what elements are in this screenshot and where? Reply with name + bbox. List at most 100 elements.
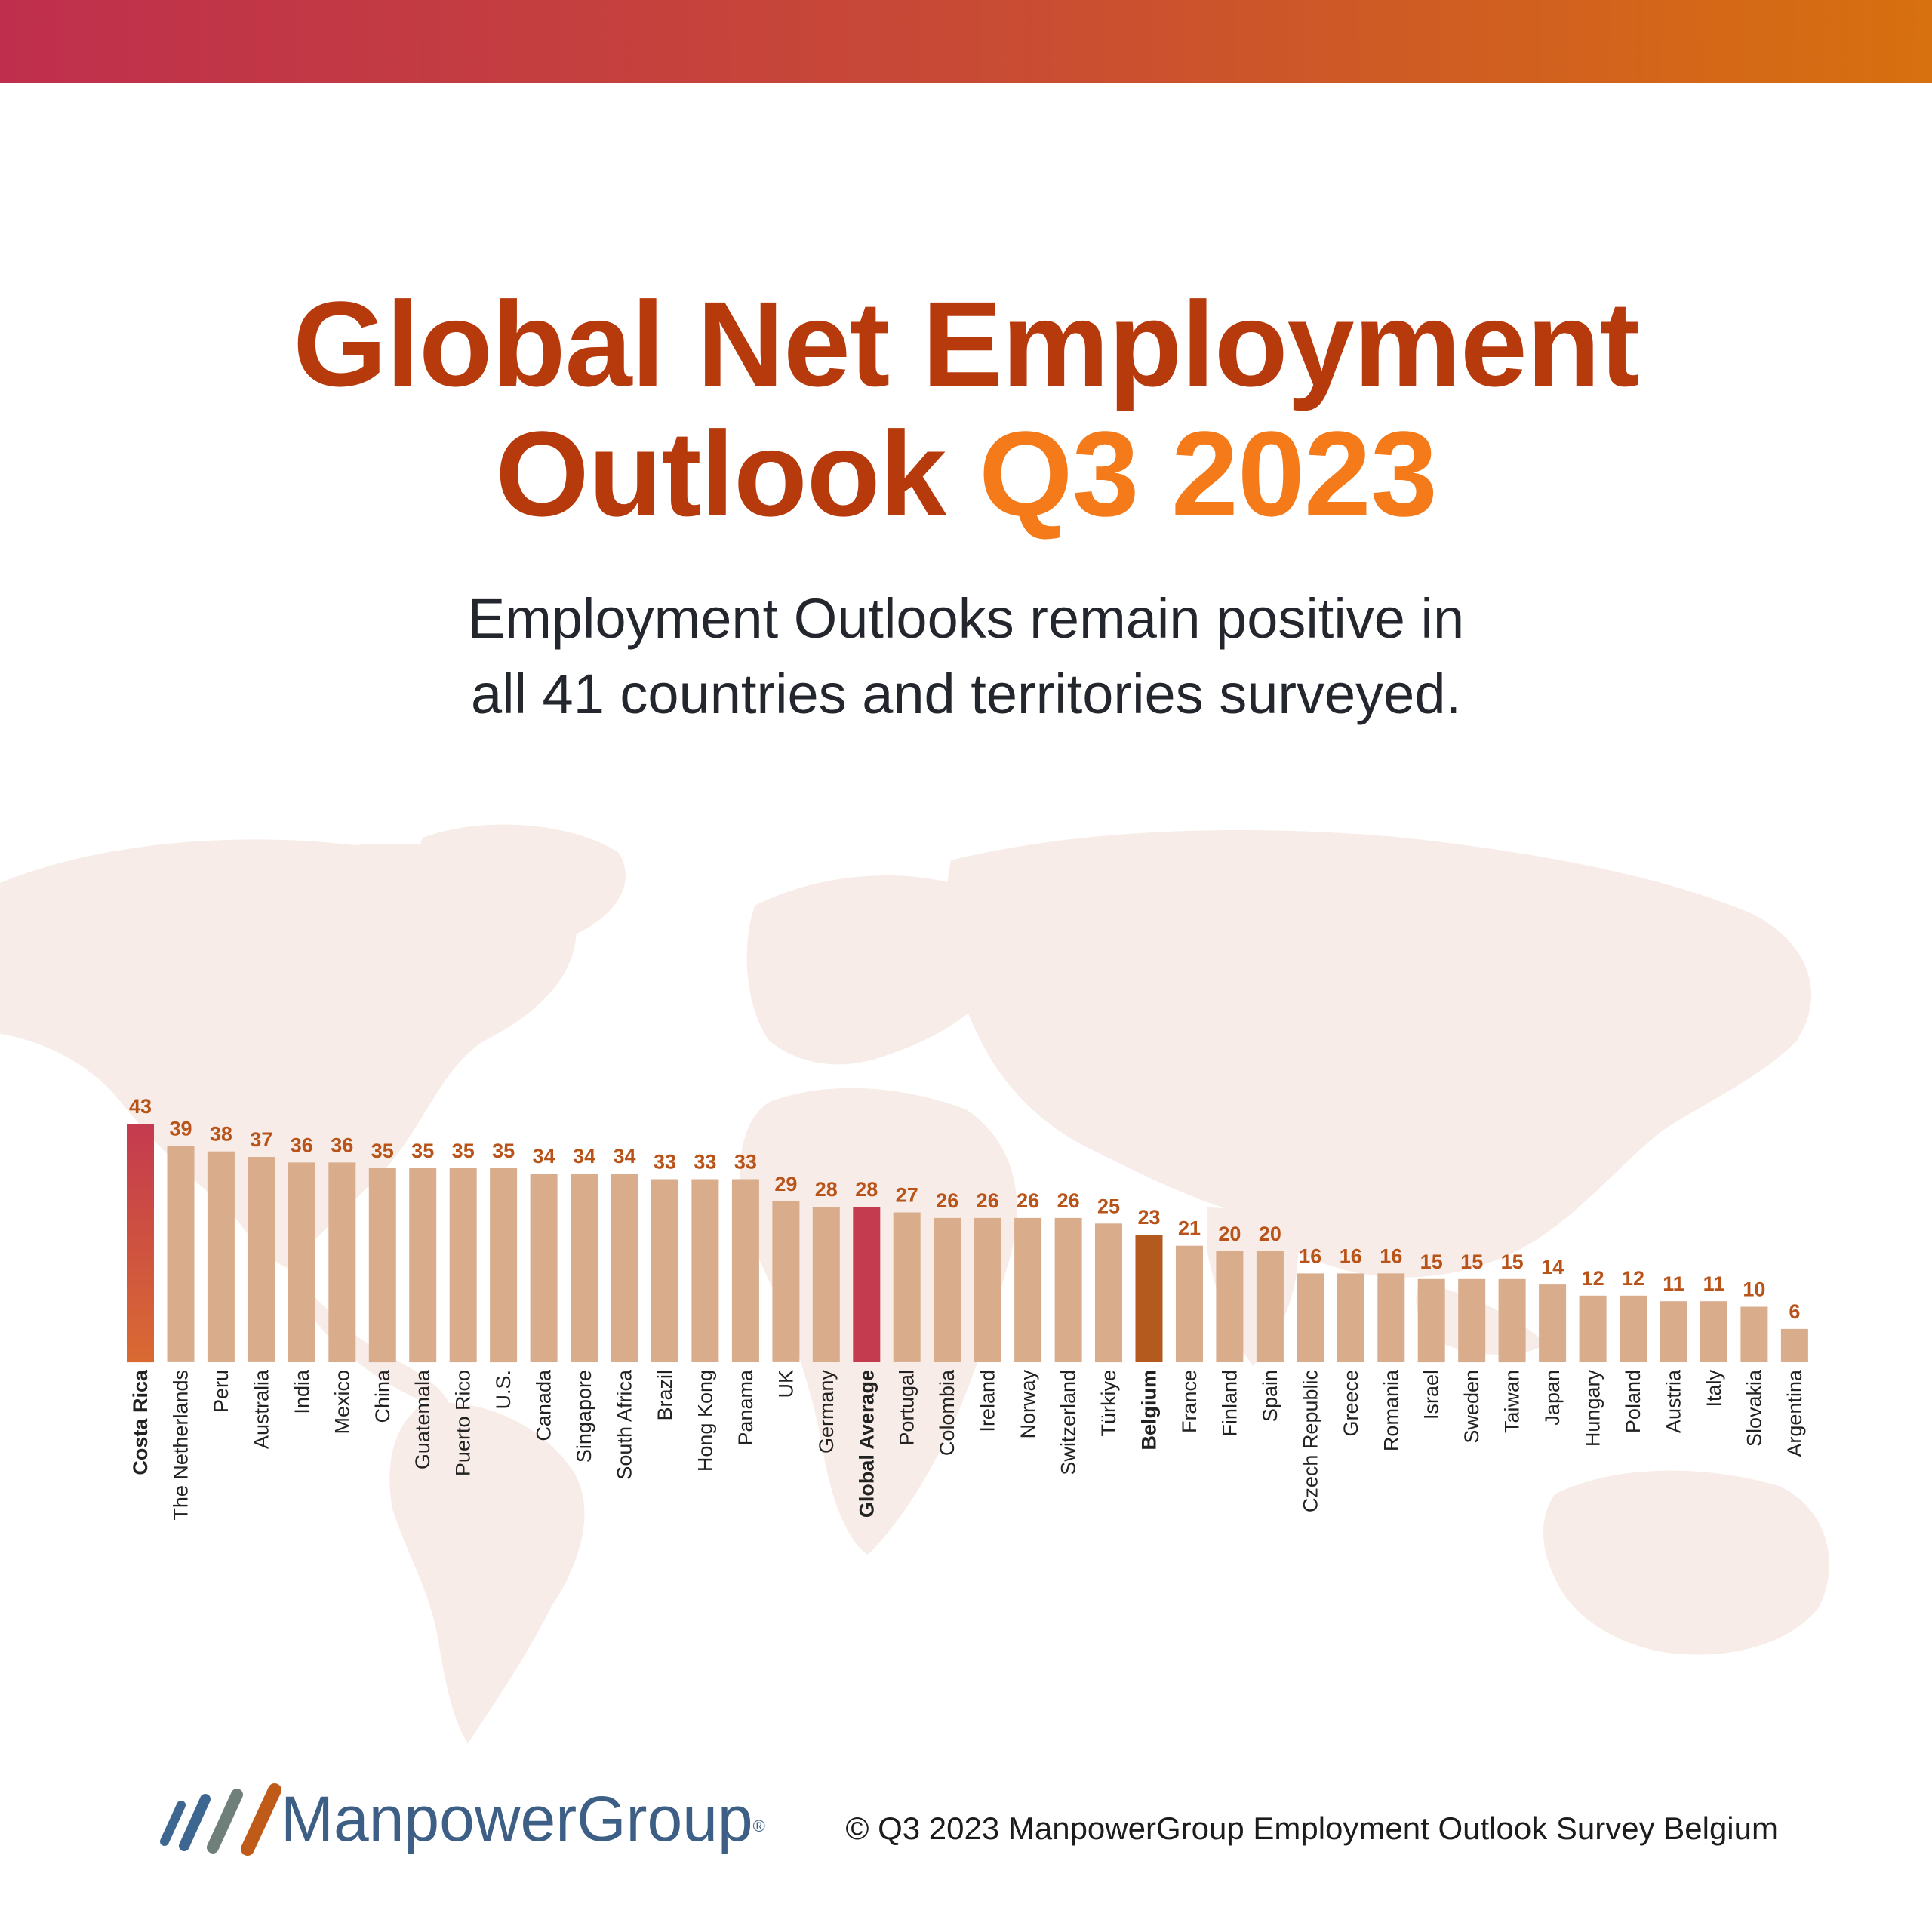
bar-greece xyxy=(1337,1273,1364,1362)
bar-mexico xyxy=(328,1162,356,1362)
category-label-greece: Greece xyxy=(1340,1370,1362,1437)
category-label-finland: Finland xyxy=(1218,1370,1241,1437)
value-label-india: 36 xyxy=(291,1134,313,1156)
bar-ireland xyxy=(974,1217,1001,1362)
category-label-switzerland: Switzerland xyxy=(1057,1370,1080,1475)
bar-india xyxy=(288,1162,315,1362)
value-label-austria: 11 xyxy=(1663,1272,1684,1295)
bar-china xyxy=(368,1168,396,1363)
value-label-portugal: 27 xyxy=(896,1184,918,1207)
subtitle-line-2: all 41 countries and territories surveye… xyxy=(470,663,1462,725)
bar-spain xyxy=(1256,1251,1284,1362)
bar-argentina xyxy=(1780,1328,1808,1362)
category-label-panama: Panama xyxy=(734,1369,757,1446)
category-label-the-netherlands: The Netherlands xyxy=(170,1370,192,1521)
brand-name: ManpowerGroup® xyxy=(281,1783,765,1855)
category-label-czech-republic: Czech Republic xyxy=(1299,1370,1321,1512)
value-label-italy: 11 xyxy=(1703,1272,1725,1295)
bar-israel xyxy=(1417,1278,1445,1363)
brand-text: ManpowerGroup xyxy=(281,1783,753,1854)
value-label-finland: 20 xyxy=(1218,1223,1241,1245)
title-outlook: Outlook xyxy=(495,406,946,541)
value-label-t-rkiye: 25 xyxy=(1097,1195,1120,1217)
value-label-argentina: 6 xyxy=(1789,1300,1800,1323)
map-greenland xyxy=(420,824,626,945)
bar-belgium xyxy=(1135,1235,1163,1362)
value-label-germany: 28 xyxy=(815,1178,838,1201)
category-label-portugal: Portugal xyxy=(896,1370,918,1446)
category-label-puerto-rico: Puerto Rico xyxy=(452,1370,475,1476)
bar-sweden xyxy=(1458,1278,1486,1363)
value-label-taiwan: 15 xyxy=(1501,1251,1524,1273)
bar-germany xyxy=(812,1207,840,1362)
category-label-italy: Italy xyxy=(1703,1370,1725,1407)
value-label-romania: 16 xyxy=(1380,1244,1402,1267)
category-label-germany: Germany xyxy=(815,1370,838,1454)
map-australia xyxy=(1543,1470,1829,1655)
bar-singapore xyxy=(571,1174,598,1362)
bar-japan xyxy=(1539,1284,1567,1362)
category-label-japan: Japan xyxy=(1541,1370,1564,1426)
map-central-america xyxy=(287,1268,453,1411)
bar-uk xyxy=(772,1201,800,1362)
bar-the-netherlands xyxy=(167,1146,195,1362)
bar-panama xyxy=(731,1179,759,1362)
category-label-argentina: Argentina xyxy=(1783,1369,1806,1457)
value-label-hong-kong: 33 xyxy=(694,1151,716,1174)
bar-taiwan xyxy=(1498,1278,1526,1363)
value-label-norway: 26 xyxy=(1017,1189,1039,1212)
bar-norway xyxy=(1014,1217,1042,1362)
bar-hong-kong xyxy=(691,1179,719,1362)
category-label-mexico: Mexico xyxy=(331,1370,353,1435)
value-label-hungary: 12 xyxy=(1582,1267,1604,1290)
bar-slovakia xyxy=(1740,1306,1768,1362)
value-label-uk: 29 xyxy=(774,1173,797,1195)
value-label-mexico: 36 xyxy=(331,1134,353,1156)
category-label-sweden: Sweden xyxy=(1460,1370,1483,1444)
map-north-america xyxy=(0,839,577,1268)
value-label-puerto-rico: 35 xyxy=(452,1140,475,1162)
category-label-u-s: U.S. xyxy=(492,1370,515,1410)
value-label-china: 35 xyxy=(371,1140,394,1162)
bar-france xyxy=(1176,1245,1203,1362)
map-asia xyxy=(946,830,1811,1278)
world-map-background xyxy=(0,824,1829,1743)
copyright-notice: © Q3 2023 ManpowerGroup Employment Outlo… xyxy=(845,1810,1778,1846)
category-label-t-rkiye: Türkiye xyxy=(1097,1370,1120,1437)
value-label-ireland: 26 xyxy=(977,1189,999,1212)
value-label-south-africa: 34 xyxy=(613,1145,635,1168)
bar-global-average xyxy=(853,1207,881,1362)
category-label-ireland: Ireland xyxy=(977,1370,999,1432)
category-label-france: France xyxy=(1178,1370,1201,1433)
value-label-the-netherlands: 39 xyxy=(169,1117,192,1140)
bar-hungary xyxy=(1579,1295,1607,1362)
value-label-france: 21 xyxy=(1178,1217,1201,1240)
bar-costa-rica xyxy=(127,1124,154,1363)
value-label-israel: 15 xyxy=(1420,1251,1443,1273)
value-label-canada: 34 xyxy=(533,1145,555,1168)
value-label-poland: 12 xyxy=(1622,1267,1644,1290)
map-europe xyxy=(746,875,1002,1065)
bar-portugal xyxy=(893,1212,921,1362)
category-label-spain: Spain xyxy=(1259,1370,1281,1422)
bar-canada xyxy=(530,1174,558,1362)
category-label-south-africa: South Africa xyxy=(614,1369,636,1480)
manpowergroup-logo-icon xyxy=(160,1783,281,1856)
category-label-israel: Israel xyxy=(1420,1370,1443,1420)
value-label-australia: 37 xyxy=(250,1128,272,1151)
bar-colombia xyxy=(934,1217,961,1362)
category-label-brazil: Brazil xyxy=(654,1370,676,1421)
category-label-colombia: Colombia xyxy=(936,1369,958,1456)
subtitle: Employment Outlooks remain positive in a… xyxy=(0,581,1932,732)
title-line-1: Global Net Employment xyxy=(293,276,1640,411)
chart-category-labels: Costa Rica The Netherlands Peru Australia In… xyxy=(129,1369,1806,1521)
category-label-uk: UK xyxy=(774,1370,797,1398)
value-label-colombia: 26 xyxy=(936,1189,958,1212)
value-label-panama: 33 xyxy=(734,1151,757,1174)
bar-czech-republic xyxy=(1297,1273,1324,1362)
title-quarter-highlight: Q3 2023 xyxy=(979,406,1438,541)
title-line-2: Outlook Q3 2023 xyxy=(0,409,1932,539)
bar-puerto-rico xyxy=(449,1168,477,1363)
value-label-slovakia: 10 xyxy=(1743,1278,1765,1301)
